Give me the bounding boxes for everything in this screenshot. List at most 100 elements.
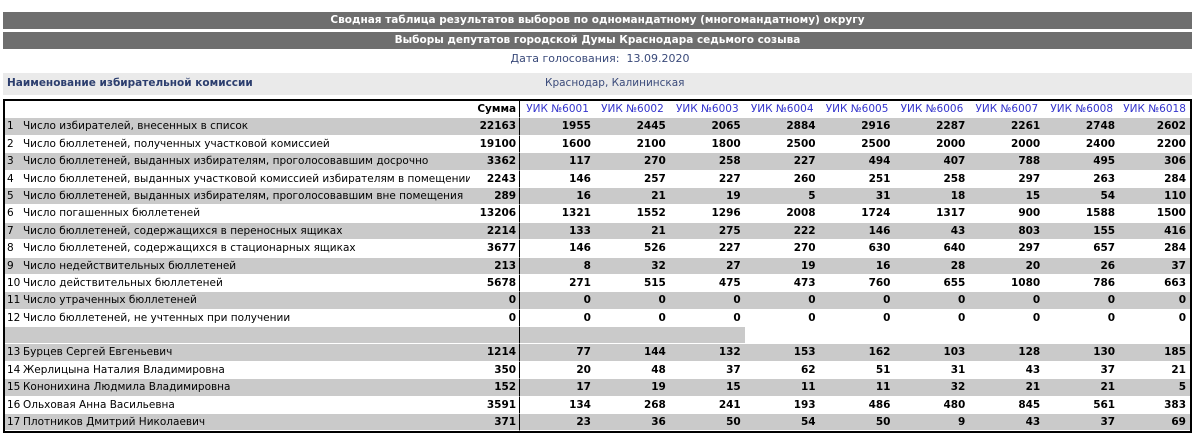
precinct-link[interactable]: УИК №6018 xyxy=(1119,101,1190,119)
row-label: Число погашенных бюллетеней xyxy=(22,205,471,223)
row-sum: 5678 xyxy=(470,274,521,293)
subtitle-bar: Выборы депутатов городской Думы Краснода… xyxy=(3,32,1192,49)
cell-value: 43 xyxy=(969,414,1045,432)
cell-value: 117 xyxy=(520,153,595,171)
cell-value: 2100 xyxy=(594,136,670,154)
cell-value: 383 xyxy=(1119,397,1190,415)
cell-value: 146 xyxy=(819,222,895,241)
cell-value: 0 xyxy=(594,310,670,328)
cell-value: 2287 xyxy=(894,118,970,136)
row-label: Число утраченных бюллетеней xyxy=(22,292,471,310)
cell-value: 132 xyxy=(669,344,745,362)
cell-value: 515 xyxy=(594,275,670,293)
cell-value: 21 xyxy=(1044,379,1120,397)
cell-value: 31 xyxy=(819,187,895,206)
cell-value: 20 xyxy=(520,362,595,380)
cell-value: 19 xyxy=(744,257,820,275)
row-number: 1 xyxy=(5,118,23,136)
row-sum: 350 xyxy=(470,361,521,380)
row-number: 14 xyxy=(5,362,23,380)
cell-value: 144 xyxy=(594,344,670,362)
precinct-link[interactable]: УИК №6004 xyxy=(744,101,820,119)
cell-value: 1500 xyxy=(1119,205,1190,223)
cell-value: 1296 xyxy=(669,205,745,223)
cell-value: 11 xyxy=(819,379,895,397)
cell-value: 260 xyxy=(744,171,820,188)
row-number: 3 xyxy=(5,153,23,171)
row-sum: 3677 xyxy=(470,240,521,258)
cell-value: 486 xyxy=(819,397,895,415)
precinct-link[interactable]: УИК №6003 xyxy=(669,101,745,119)
cell-value: 495 xyxy=(1044,153,1120,171)
cell-value: 494 xyxy=(819,153,895,171)
row-label: Число избирателей, внесенных в список xyxy=(22,118,471,136)
table-row: 6 Число погашенных бюллетеней 13206 1321 155… xyxy=(5,205,1190,223)
cell-value: 153 xyxy=(744,344,820,362)
cell-value: 130 xyxy=(1044,344,1120,362)
cell-value: 8 xyxy=(520,257,595,275)
cell-value: 21 xyxy=(1119,362,1190,380)
commission: Краснодар, Калининская xyxy=(545,77,685,89)
date-line: Дата голосования: 13.09.2020 xyxy=(0,52,1200,65)
row-label: Число бюллетеней, выданных избирателям, … xyxy=(22,153,471,171)
row-label: Число недействительных бюллетеней xyxy=(22,257,471,275)
header-row: Сумма УИК №6001 УИК №6002 УИК №6003 УИК №600… xyxy=(5,101,1190,119)
cell-value: 21 xyxy=(969,379,1045,397)
row-sum: 2214 xyxy=(470,222,521,241)
precinct-link[interactable]: УИК №6001 xyxy=(520,101,595,119)
cell-value: 1321 xyxy=(520,205,595,223)
cell-value: 21 xyxy=(594,222,670,241)
row-number: 13 xyxy=(5,344,23,362)
date-label: Дата голосования: xyxy=(510,52,620,65)
table-row: 3 Число бюллетеней, выданных избирателям,… xyxy=(5,153,1190,171)
row-label: Число бюллетеней, полученных участковой … xyxy=(22,136,471,154)
table-row: 1 Число избирателей, внесенных в список 22… xyxy=(5,118,1190,136)
cell-value: 268 xyxy=(594,397,670,415)
cell-value: 0 xyxy=(819,292,895,310)
cell-value: 128 xyxy=(969,344,1045,362)
cell-value: 2500 xyxy=(744,136,820,154)
cell-value: 51 xyxy=(819,362,895,380)
cell-value: 227 xyxy=(744,153,820,171)
cell-value: 1724 xyxy=(819,205,895,223)
cell-value: 2261 xyxy=(969,118,1045,136)
table-row: 9 Число недействительных бюллетеней 213 8 32… xyxy=(5,257,1190,275)
cell-value: 2008 xyxy=(744,205,820,223)
row-number: 9 xyxy=(5,257,23,275)
cell-value: 37 xyxy=(1044,362,1120,380)
results-table: Сумма УИК №6001 УИК №6002 УИК №6003 УИК №600… xyxy=(3,99,1192,434)
row-label: Кононихина Людмила Владимировна xyxy=(22,379,471,397)
precinct-link[interactable]: УИК №6002 xyxy=(595,101,670,119)
cell-value: 146 xyxy=(520,240,595,258)
table-row: 11 Число утраченных бюллетеней 0 0 0 0 0 0 0 0 0 0 xyxy=(5,292,1190,310)
row-number: 16 xyxy=(5,397,23,415)
cell-value: 2065 xyxy=(669,118,745,136)
cell-value: 1955 xyxy=(520,118,595,136)
cell-value: 0 xyxy=(819,310,895,328)
cell xyxy=(819,327,895,345)
cell-value: 23 xyxy=(520,414,595,432)
row-label: Число бюллетеней, выданных избирателям, … xyxy=(22,187,471,206)
cell-value: 2500 xyxy=(819,136,895,154)
precinct-link[interactable]: УИК №6006 xyxy=(894,101,970,119)
row-sum: 13206 xyxy=(470,205,521,223)
precinct-link[interactable]: УИК №6005 xyxy=(819,101,895,119)
row-number: 8 xyxy=(5,240,23,258)
table-row: 13 Бурцев Сергей Евгеньевич 1214 77 144 132 15… xyxy=(5,344,1190,362)
cell-value: 258 xyxy=(894,171,970,188)
cell-value: 760 xyxy=(819,275,895,293)
row-sum: 213 xyxy=(470,257,521,275)
cell-value: 32 xyxy=(894,379,970,397)
cell-value: 0 xyxy=(520,310,595,328)
title-bar: Сводная таблица результатов выборов по о… xyxy=(3,12,1192,29)
precinct-link[interactable]: УИК №6008 xyxy=(1044,101,1120,119)
cell-value: 2445 xyxy=(594,118,670,136)
cell-value: 251 xyxy=(819,171,895,188)
cell-value: 2000 xyxy=(969,136,1045,154)
precinct-link[interactable]: УИК №6007 xyxy=(969,101,1045,119)
cell-value: 657 xyxy=(1044,240,1120,258)
cell-value: 77 xyxy=(520,344,595,362)
cell-value: 2200 xyxy=(1119,136,1190,154)
cell-value: 227 xyxy=(669,240,745,258)
